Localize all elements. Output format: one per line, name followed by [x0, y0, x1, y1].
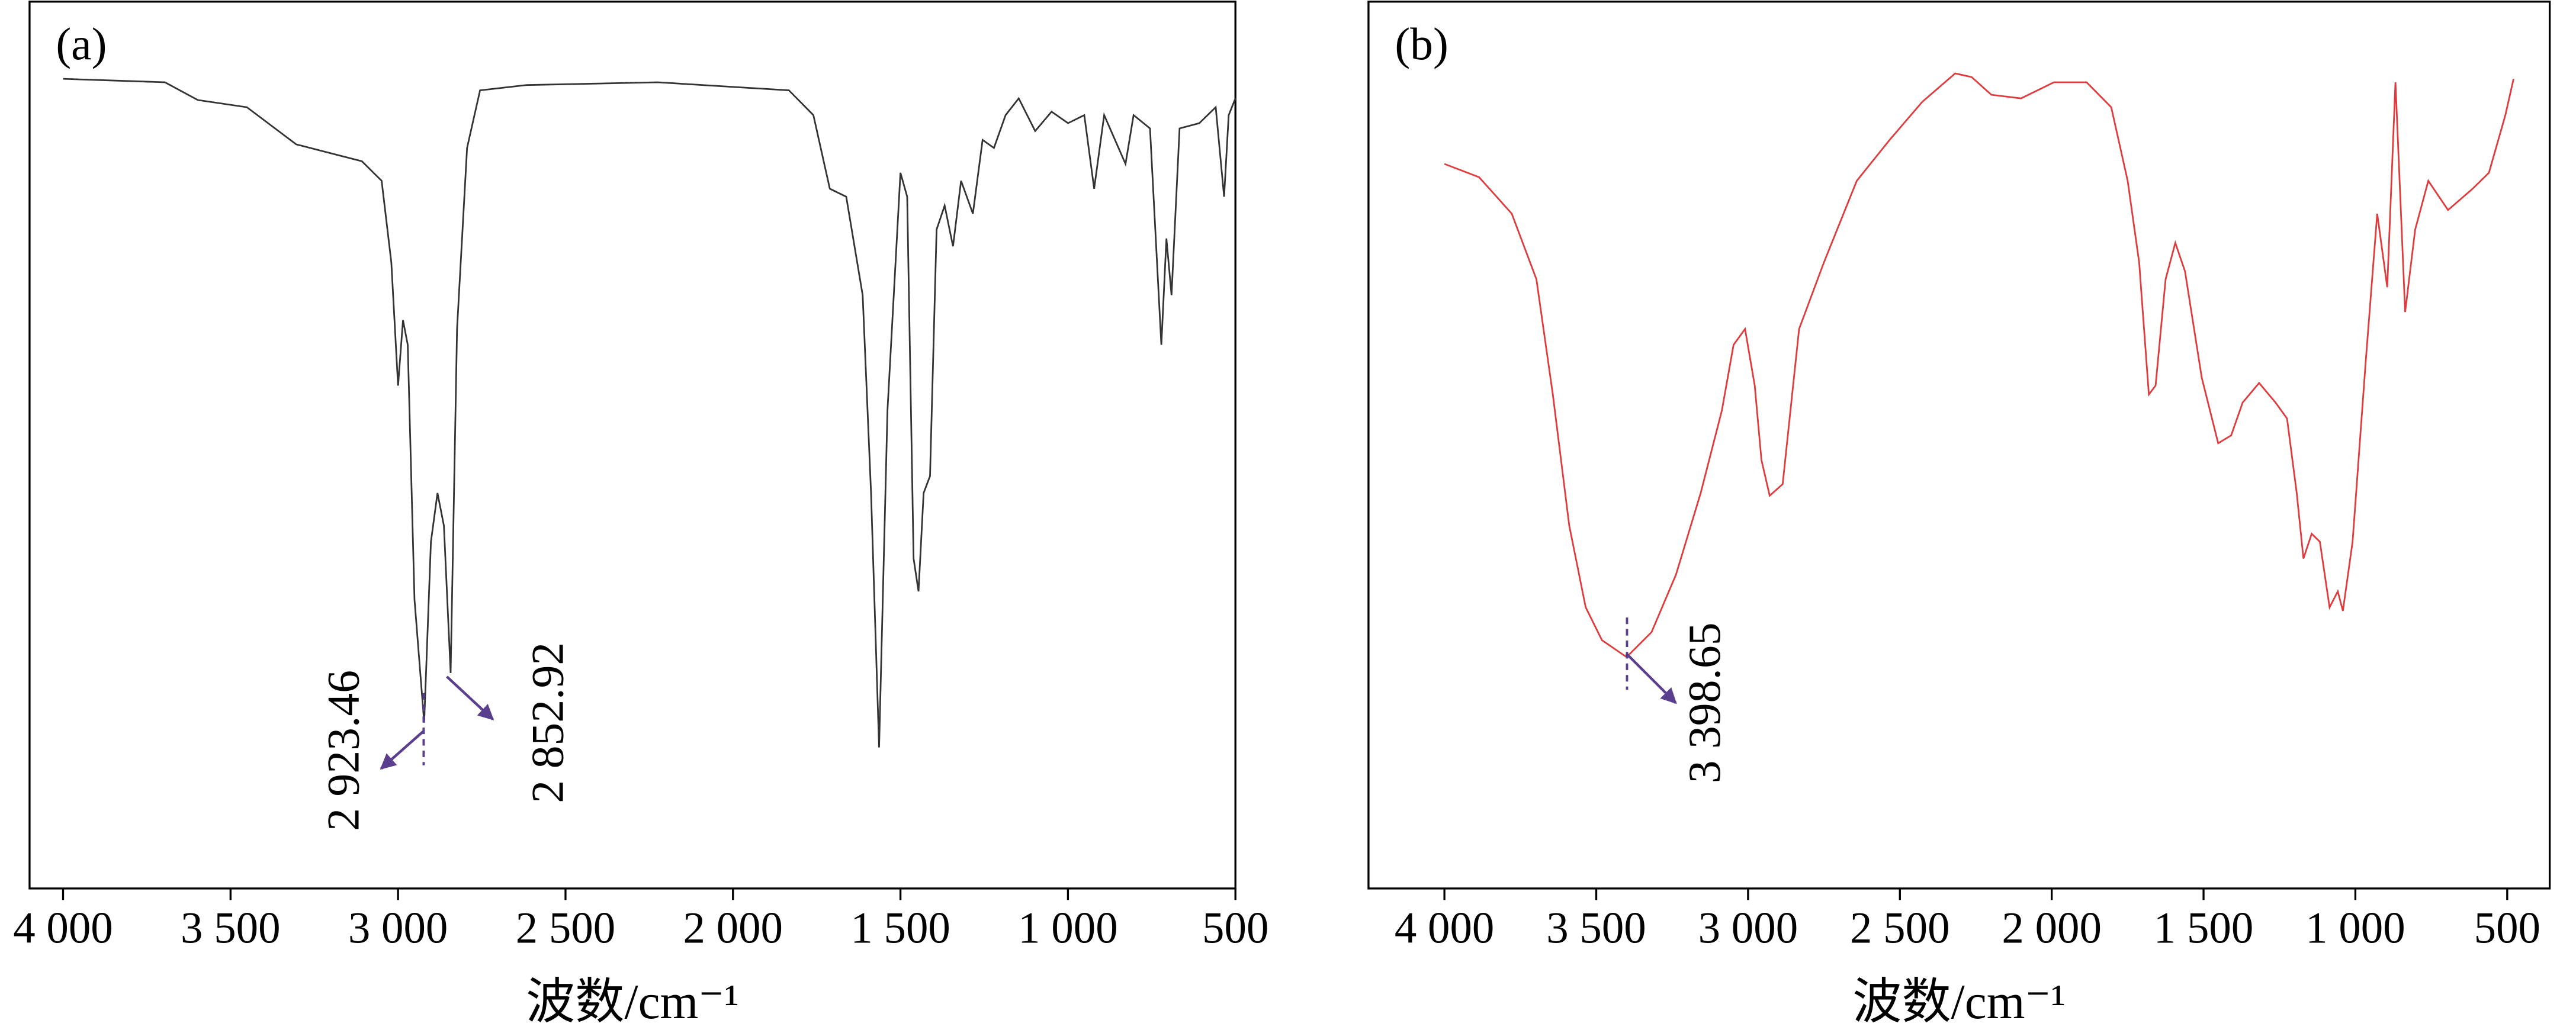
x-axis-label: 波数/cm⁻¹ — [1852, 975, 2066, 1029]
x-tick-label: 3 500 — [1546, 903, 1646, 952]
peak-annotation: 2 923.46 — [318, 670, 369, 831]
spectrum-line — [63, 78, 1236, 748]
x-axis-label: 波数/cm⁻¹ — [526, 975, 739, 1029]
x-tick-label: 1 500 — [850, 903, 950, 952]
x-tick-label: 2 000 — [683, 903, 783, 952]
annotation-arrow — [380, 729, 425, 770]
x-tick-label: 2 500 — [516, 903, 616, 952]
x-tick-label: 2 000 — [2002, 903, 2102, 952]
peak-annotation: 3 398.65 — [1679, 622, 1730, 783]
x-tick-label: 500 — [2474, 903, 2540, 952]
x-tick-label: 3 500 — [181, 903, 281, 952]
x-tick-label: 3 000 — [348, 903, 448, 952]
annotation-arrow — [446, 675, 494, 720]
annotation-arrow — [1625, 652, 1677, 704]
x-tick-label: 4 000 — [13, 903, 113, 952]
x-tick-label: 1 000 — [1018, 903, 1118, 952]
x-tick-label: 500 — [1202, 903, 1268, 952]
plot-frame — [1367, 1, 2551, 890]
x-tick-label: 2 500 — [1850, 903, 1950, 952]
x-tick-label: 1 500 — [2154, 903, 2254, 952]
panel-label: (a) — [56, 18, 107, 69]
x-tick-label: 4 000 — [1395, 903, 1495, 952]
x-tick-label: 3 000 — [1698, 903, 1798, 952]
panel-label: (b) — [1395, 18, 1448, 69]
spectrum-line — [1444, 72, 2514, 658]
plot-frame — [28, 1, 1236, 890]
peak-annotation: 2 852.92 — [522, 642, 573, 803]
x-tick-label: 1 000 — [2305, 903, 2405, 952]
